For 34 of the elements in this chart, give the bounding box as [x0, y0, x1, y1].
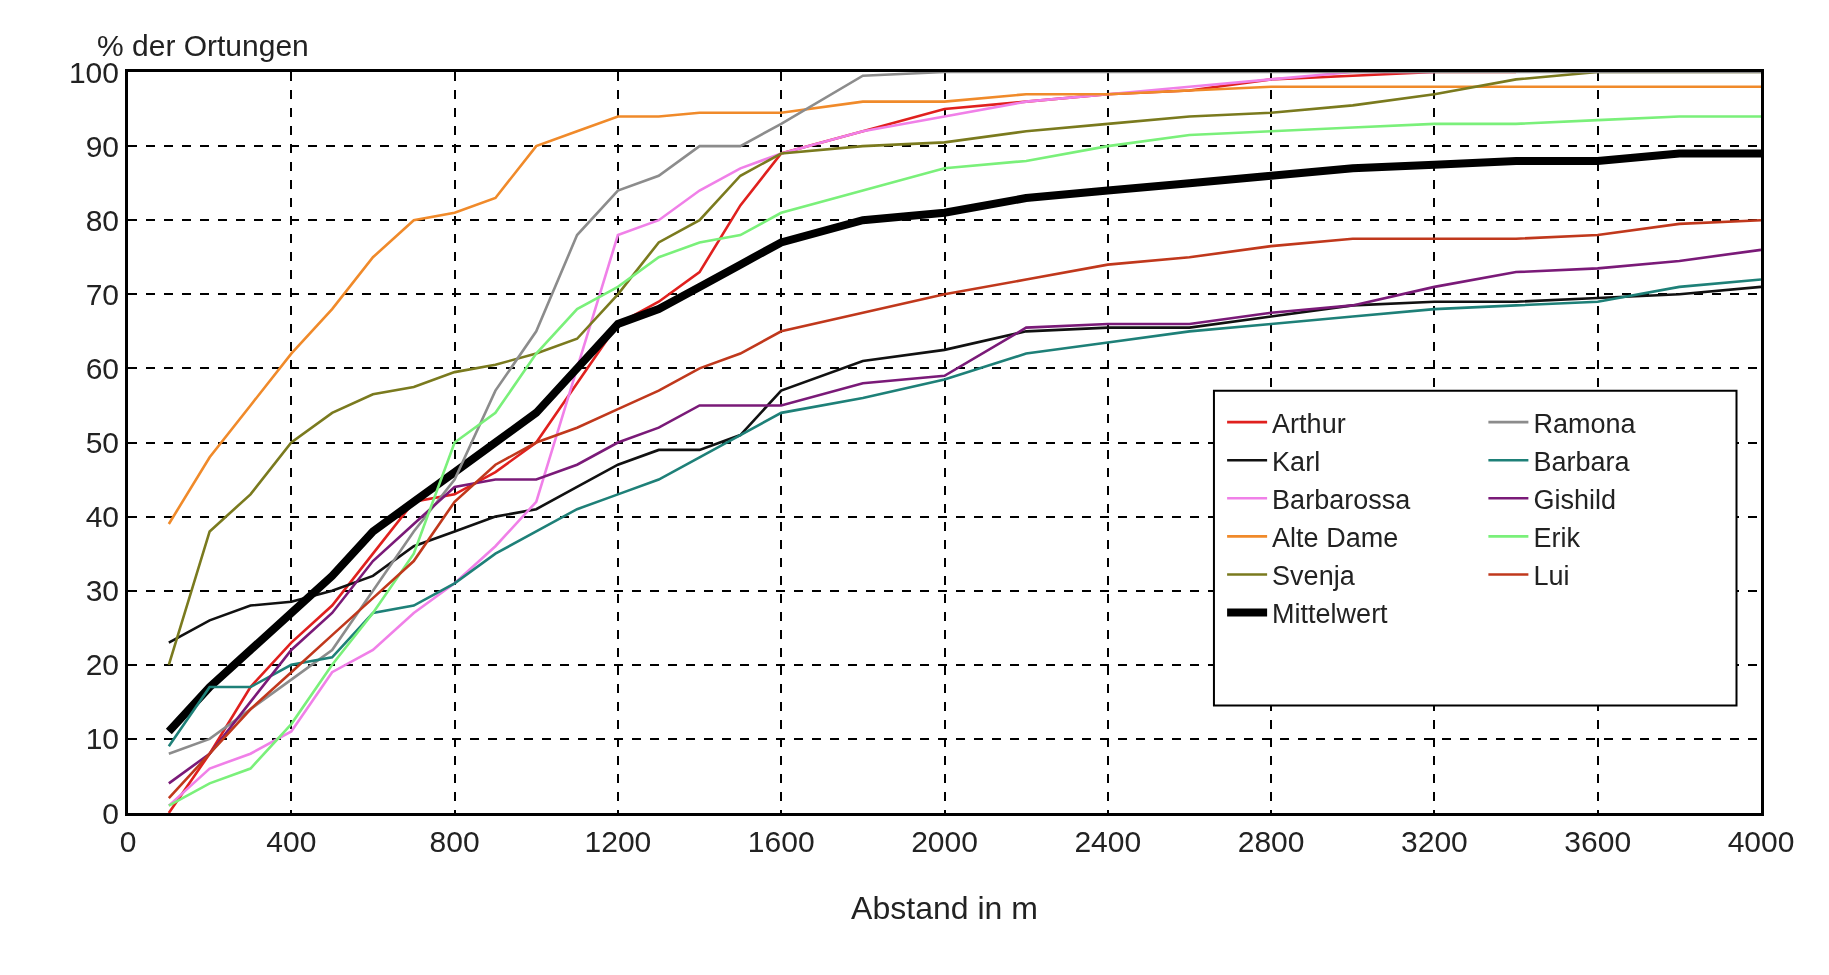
x-tick-label: 4000 [1727, 825, 1795, 858]
legend-label: Barbarossa [1272, 484, 1412, 515]
legend-label: Karl [1272, 446, 1321, 477]
legend-label: Barbara [1533, 446, 1631, 477]
legend-label: Erik [1533, 522, 1581, 553]
line-series [167, 85, 1761, 526]
x-tick-label: 400 [266, 825, 317, 858]
x-tick-label: 1200 [584, 825, 652, 858]
legend-label: Alte Dame [1272, 522, 1399, 553]
x-tick-label: 3200 [1401, 825, 1468, 858]
y-tick-label: 80 [85, 203, 119, 237]
line-series [167, 285, 1761, 644]
legend-label: Ramona [1533, 408, 1637, 439]
legend-label: Svenja [1272, 561, 1356, 592]
y-tick-label: 30 [85, 574, 119, 608]
x-axis-title: Abstand in m [851, 889, 1038, 926]
y-tick-label: 40 [85, 500, 119, 534]
y-tick-label: 0 [102, 796, 119, 830]
y-tick-label: 60 [85, 351, 119, 385]
legend-label: Arthur [1272, 408, 1346, 439]
legend-label: Mittelwert [1272, 599, 1389, 630]
y-tick-label: 10 [85, 722, 119, 756]
legend-label: Lui [1533, 561, 1570, 592]
legend-label: Gishild [1533, 484, 1616, 515]
x-tick-label: 2800 [1237, 825, 1305, 858]
y-tick-label: 70 [85, 277, 119, 311]
x-tick-label: 2000 [911, 825, 978, 858]
x-tick-label: 800 [429, 825, 480, 858]
x-tick-label: 2400 [1074, 825, 1142, 858]
y-tick-label: 20 [85, 648, 119, 682]
y-tick-label: 90 [85, 129, 119, 163]
x-tick-label: 3600 [1564, 825, 1632, 858]
x-tick-label: 1600 [747, 825, 815, 858]
y-tick-label: 50 [85, 426, 119, 459]
